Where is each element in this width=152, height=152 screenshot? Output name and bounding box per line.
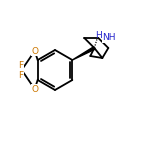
Text: F: F	[18, 71, 23, 79]
Text: NH: NH	[102, 33, 116, 43]
Text: H: H	[95, 31, 102, 40]
Polygon shape	[72, 47, 95, 60]
Text: F: F	[18, 60, 23, 69]
Text: O: O	[31, 47, 38, 55]
Text: O: O	[31, 85, 38, 93]
